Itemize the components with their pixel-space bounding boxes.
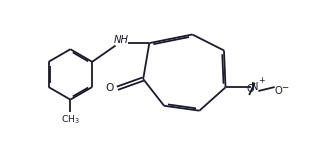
Text: NH: NH bbox=[114, 35, 129, 45]
Text: CH$_3$: CH$_3$ bbox=[61, 113, 80, 126]
Text: O: O bbox=[105, 83, 114, 93]
Text: N: N bbox=[251, 82, 259, 92]
Text: O: O bbox=[247, 84, 255, 94]
Text: −: − bbox=[281, 82, 289, 91]
Text: +: + bbox=[258, 76, 265, 85]
Text: O: O bbox=[274, 86, 282, 96]
